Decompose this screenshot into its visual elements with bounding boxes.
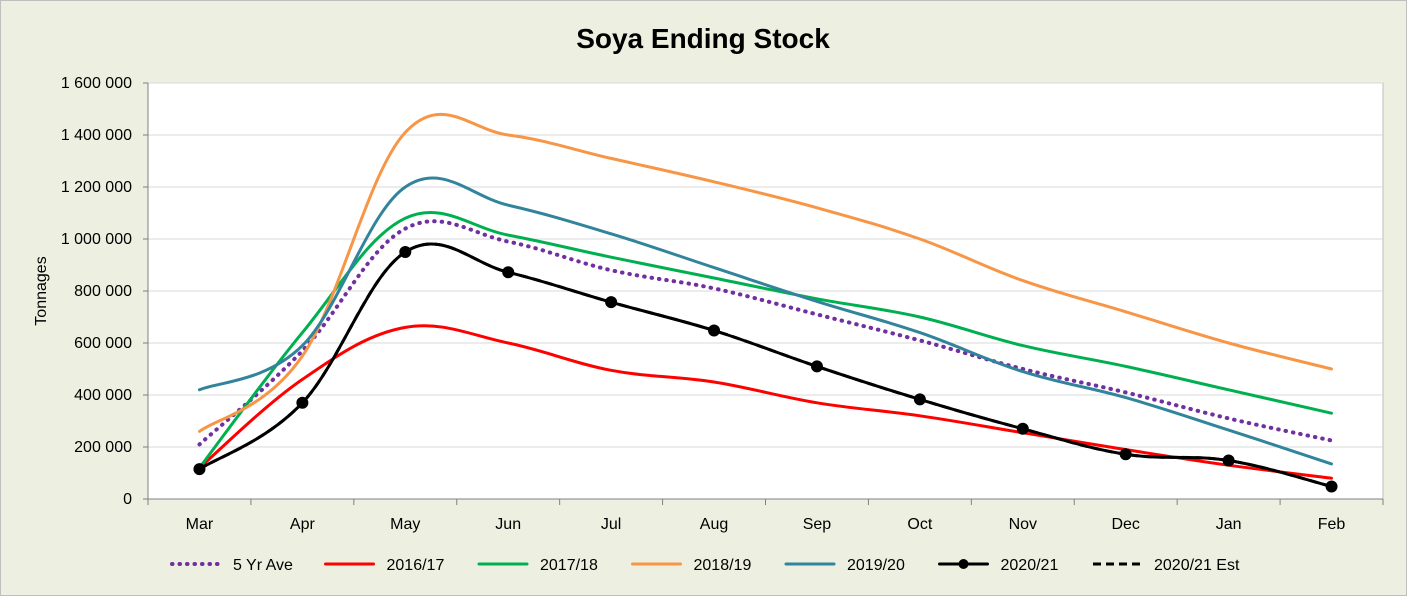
legend-label-5-yr-ave: 5 Yr Ave [233,557,293,574]
series-line-2016-17 [197,324,1333,480]
x-tick-label: Mar [186,516,214,533]
chart-title: Soya Ending Stock [576,23,830,54]
x-tick-label: Aug [700,516,728,533]
data-point-2020-21 [1222,454,1235,467]
y-tick-label: 200 000 [74,439,132,456]
x-tick-label: Sep [803,516,832,533]
data-point-2020-21 [605,296,618,309]
legend-label-2017-18: 2017/18 [540,557,598,574]
data-point-2020-21 [708,324,721,337]
legend: 5 Yr Ave 2016/17 2017/18 2018/19 2019/20 2020… [170,557,1240,574]
data-point-2020-21 [1325,480,1338,493]
x-tick-label: Nov [1009,516,1037,533]
y-tick-label: 1 600 000 [61,75,132,92]
y-axis-title: Tonnages [33,256,50,325]
series-line-2019-20 [197,176,1333,466]
y-tick-label: 600 000 [74,335,132,352]
legend-label-2020-21: 2020/21 [1001,557,1059,574]
legend-label-2016-17: 2016/17 [387,557,445,574]
series-line-5-yr-ave [197,219,1334,447]
y-tick-label: 1 200 000 [61,179,132,196]
legend-label-2019-20: 2019/20 [847,557,905,574]
y-tick-label: 1 000 000 [61,231,132,248]
data-point-2020-21 [296,396,309,409]
data-point-2020-21 [193,463,206,476]
y-tick-label: 1 400 000 [61,127,132,144]
series-lines [193,112,1338,493]
data-point-2020-21 [913,393,926,406]
x-axis-ticks: Mar Apr May Jun Jul Aug Sep Oct Nov Dec Jan Feb [147,499,1384,533]
data-point-2020-21 [1016,422,1029,435]
x-tick-label: Oct [907,516,932,533]
x-tick-label: Jan [1216,516,1242,533]
data-point-2020-21 [810,360,823,373]
legend-label-2020-21-est: 2020/21 Est [1154,557,1240,574]
y-tick-label: 400 000 [74,387,132,404]
legend-marker-2020-21 [958,559,969,569]
x-tick-label: Jul [601,516,621,533]
data-point-2020-21 [502,266,515,279]
series-line-2017-18 [197,211,1333,470]
data-point-2020-21 [1119,448,1132,461]
x-tick-label: Dec [1111,516,1139,533]
x-tick-label: Feb [1318,516,1346,533]
y-axis-ticks: 0 200 000 400 000 600 000 800 000 1 000 000 1 … [61,75,148,508]
data-point-2020-21 [399,246,412,258]
series-line-2018-19 [197,112,1333,433]
y-tick-label: 0 [123,491,132,508]
x-tick-label: Jun [495,516,521,533]
x-tick-label: Apr [290,516,316,533]
y-tick-label: 800 000 [74,283,132,300]
legend-label-2018-19: 2018/19 [694,557,752,574]
x-tick-label: May [390,516,420,533]
